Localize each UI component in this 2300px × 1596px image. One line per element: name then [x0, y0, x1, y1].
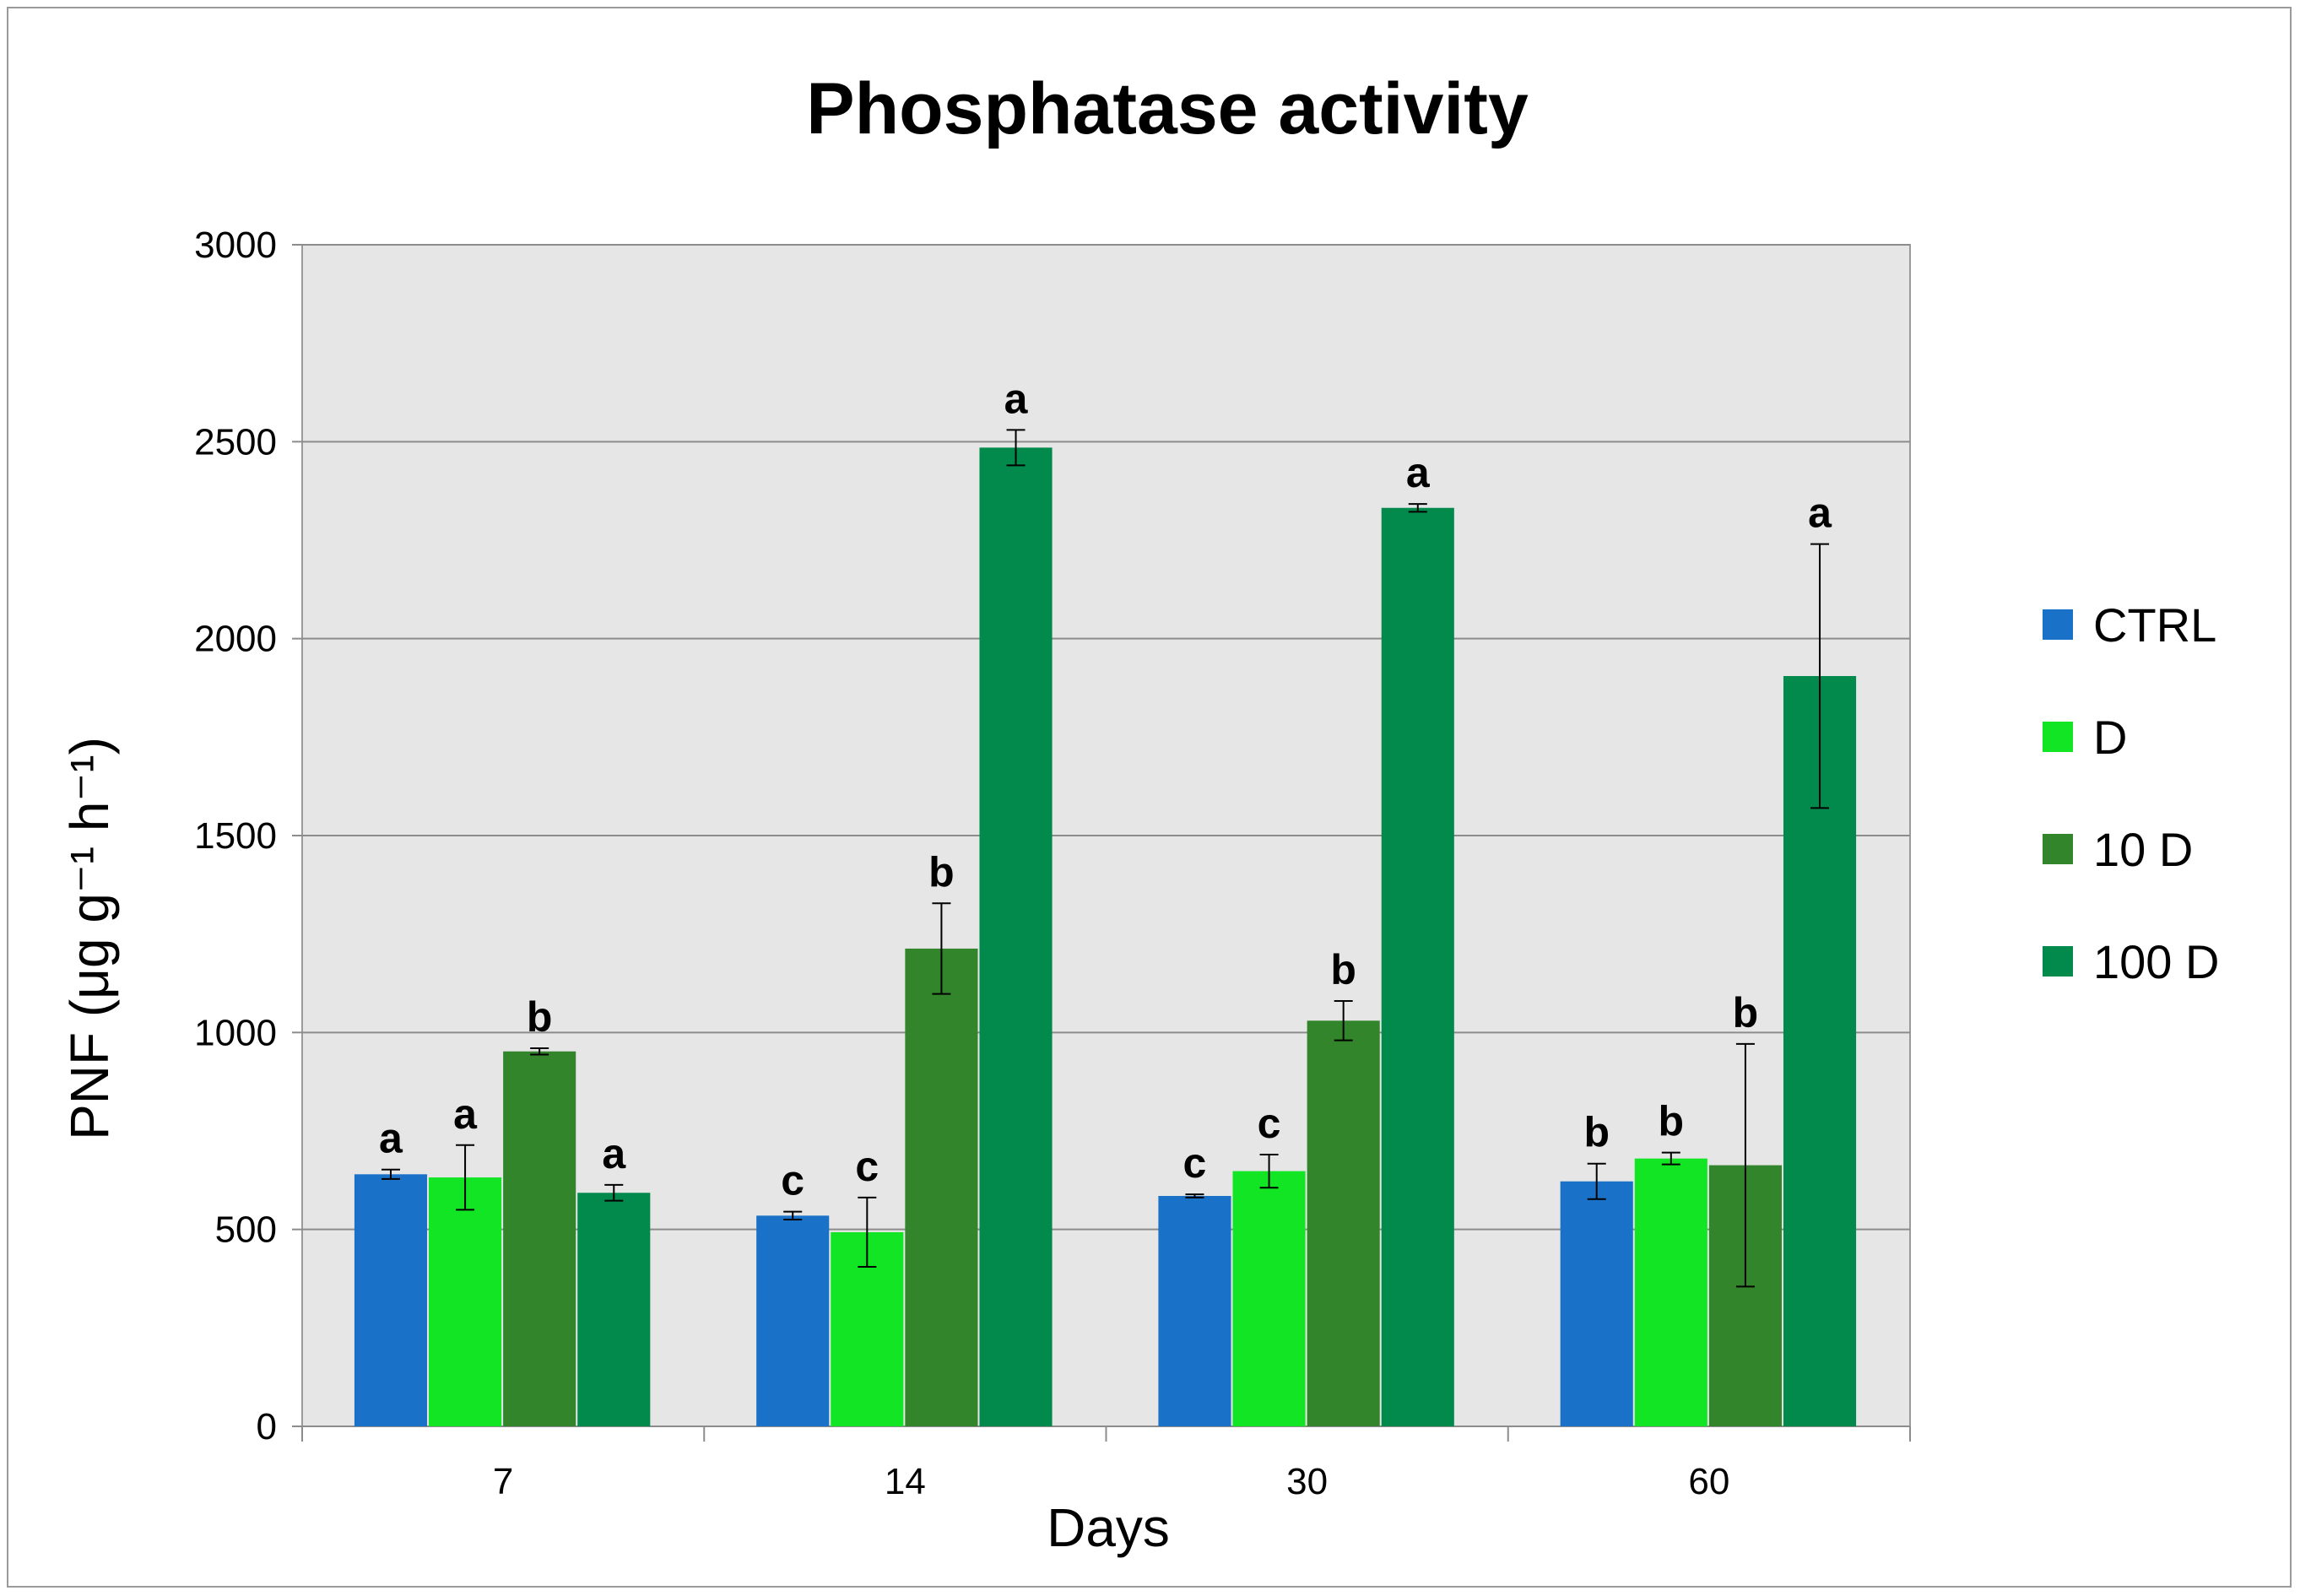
bars	[354, 447, 1857, 1427]
bar	[1634, 1158, 1707, 1426]
chart-title: Phosphatase activity	[806, 68, 1529, 149]
x-tick-label: 7	[493, 1461, 513, 1502]
y-tick-label: 2500	[194, 421, 277, 463]
significance-label: b	[1733, 989, 1759, 1036]
significance-labels: a c c b a c c b b b b b a a a a	[379, 375, 1832, 1204]
bar	[1158, 1196, 1231, 1426]
legend-label: D	[2093, 711, 2127, 764]
bar	[1381, 507, 1454, 1426]
bar	[429, 1177, 502, 1426]
significance-label: a	[453, 1090, 478, 1138]
bar	[979, 447, 1053, 1427]
legend-label: 10 D	[2093, 823, 2193, 876]
significance-label: a	[1004, 375, 1029, 422]
y-tick-label: 3000	[194, 225, 277, 266]
y-axis-label: PNF (μg g⁻¹ h⁻¹)	[59, 737, 120, 1140]
y-tick-label: 0	[257, 1406, 277, 1447]
legend-swatch	[2043, 722, 2073, 752]
bar	[1560, 1181, 1633, 1426]
bar	[756, 1215, 830, 1426]
significance-label: b	[1330, 946, 1356, 993]
bar	[577, 1193, 651, 1426]
legend-label: 100 D	[2093, 935, 2219, 988]
x-tick-label: 30	[1286, 1461, 1328, 1502]
legend-swatch	[2043, 834, 2073, 864]
significance-label: b	[527, 993, 553, 1041]
significance-label: b	[1659, 1098, 1685, 1145]
significance-label: b	[1583, 1109, 1610, 1156]
error-bars	[381, 429, 1830, 1288]
bar	[354, 1174, 428, 1426]
legend-label: CTRL	[2093, 598, 2216, 652]
x-tick-label: 60	[1688, 1461, 1729, 1502]
y-axis-ticks: 0 500 1000 1500 2000 2500 3000	[194, 225, 302, 1447]
significance-label: b	[928, 848, 955, 895]
bar	[905, 948, 978, 1426]
x-axis-label: Days	[1047, 1497, 1170, 1558]
significance-label: c	[781, 1157, 804, 1204]
significance-label: a	[1406, 449, 1431, 496]
legend-swatch	[2043, 946, 2073, 977]
y-tick-label: 500	[215, 1209, 277, 1251]
x-tick-label: 14	[885, 1461, 926, 1502]
legend-swatch	[2043, 609, 2073, 640]
significance-label: a	[379, 1115, 403, 1162]
significance-label: a	[602, 1130, 626, 1177]
bar	[1307, 1020, 1380, 1426]
bar	[1232, 1171, 1306, 1426]
y-tick-label: 2000	[194, 619, 277, 660]
legend: CTRL D 10 D 100 D	[2043, 598, 2219, 988]
significance-label: c	[1258, 1100, 1281, 1147]
bar	[503, 1051, 576, 1426]
y-tick-label: 1000	[194, 1012, 277, 1053]
y-tick-label: 1500	[194, 815, 277, 857]
significance-label: c	[1183, 1139, 1207, 1187]
x-axis: 7 14 30 60	[301, 1426, 1911, 1502]
significance-label: c	[855, 1143, 879, 1190]
significance-label: a	[1808, 490, 1832, 537]
